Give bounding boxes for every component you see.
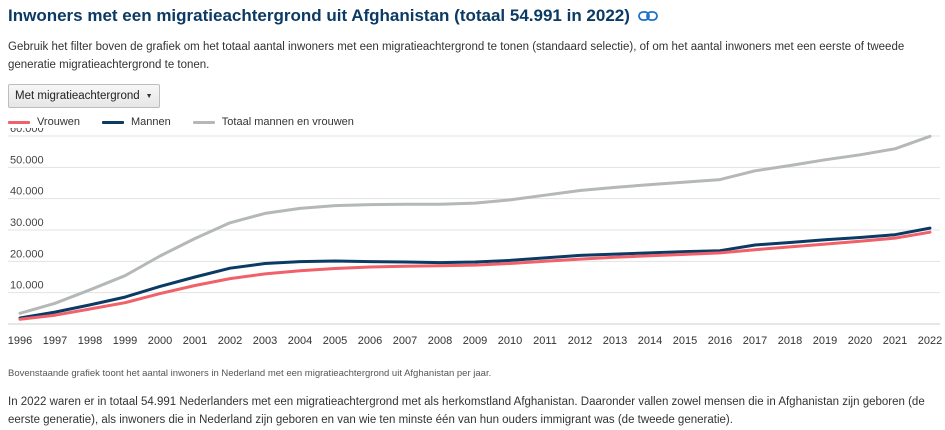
x-tick-label: 2002 — [218, 335, 242, 347]
y-tick-label: 40.000 — [10, 186, 44, 198]
series-line-mannen — [18, 226, 932, 320]
link-icon[interactable] — [638, 10, 658, 22]
x-tick-label: 2015 — [673, 335, 697, 347]
x-tick-label: 1996 — [8, 335, 32, 347]
y-tick-label: 30.000 — [10, 217, 44, 229]
x-tick-label: 2018 — [778, 335, 802, 347]
x-tick-label: 2009 — [463, 335, 487, 347]
chart-legend: Vrouwen Mannen Totaal mannen en vrouwen — [8, 116, 376, 128]
caret-down-icon: ▼ — [145, 92, 153, 100]
x-tick-label: 2019 — [813, 335, 837, 347]
y-tick-label: 50.000 — [10, 154, 44, 166]
legend-swatch-vrouwen — [8, 120, 30, 124]
series-line-vrouwen — [18, 230, 932, 321]
legend-item-totaal[interactable]: Totaal mannen en vrouwen — [192, 116, 354, 128]
x-tick-label: 2016 — [708, 335, 732, 347]
legend-label-mannen: Mannen — [131, 116, 171, 128]
x-tick-label: 2001 — [183, 335, 207, 347]
x-tick-label: 2007 — [393, 335, 417, 347]
legend-swatch-mannen — [102, 120, 125, 124]
legend-swatch-totaal — [192, 120, 215, 124]
x-tick-label: 2017 — [743, 335, 767, 347]
x-tick-label: 2003 — [253, 335, 277, 347]
page-title: Inwoners met een migratieachtergrond uit… — [8, 6, 630, 25]
y-tick-label: 20.000 — [10, 248, 44, 260]
filter-selected-label: Met migratieachtergrond — [15, 90, 140, 102]
filter-dropdown[interactable]: Met migratieachtergrond ▼ — [8, 84, 160, 108]
x-tick-label: 2005 — [323, 335, 347, 347]
x-tick-label: 2021 — [883, 335, 907, 347]
x-tick-label: 2004 — [288, 335, 312, 347]
x-tick-label: 1997 — [43, 335, 67, 347]
x-tick-label: 2012 — [568, 335, 592, 347]
series-line-totaal-mannen-en-vrouwen — [18, 134, 932, 315]
title-row: Inwoners met een migratieachtergrond uit… — [8, 6, 658, 26]
intro-text: Gebruik het filter boven de grafiek om h… — [8, 41, 905, 71]
x-tick-label: 2006 — [358, 335, 382, 347]
x-tick-label: 2014 — [638, 335, 662, 347]
x-tick-label: 2008 — [428, 335, 452, 347]
x-tick-label: 1998 — [78, 335, 102, 347]
x-tick-label: 2000 — [148, 335, 172, 347]
legend-item-mannen[interactable]: Mannen — [102, 116, 171, 128]
x-tick-label: 2013 — [603, 335, 627, 347]
legend-item-vrouwen[interactable]: Vrouwen — [8, 116, 80, 128]
y-tick-label: 60.000 — [10, 128, 44, 135]
x-tick-label: 2011 — [533, 335, 557, 347]
y-tick-label: 10.000 — [10, 280, 44, 292]
legend-label-totaal: Totaal mannen en vrouwen — [221, 116, 354, 128]
x-tick-label: 1999 — [113, 335, 137, 347]
line-chart: 10.000 20.000 30.000 40.000 50.000 60.000 1996… — [8, 128, 942, 347]
x-tick-label: 2022 — [918, 335, 942, 347]
summary-paragraph: In 2022 waren er in totaal 54.991 Nederl… — [8, 396, 925, 426]
x-tick-label: 2020 — [848, 335, 872, 347]
x-tick-label: 2010 — [498, 335, 522, 347]
chart-note: Bovenstaande grafiek toont het aantal in… — [8, 368, 492, 379]
legend-label-vrouwen: Vrouwen — [37, 116, 81, 128]
